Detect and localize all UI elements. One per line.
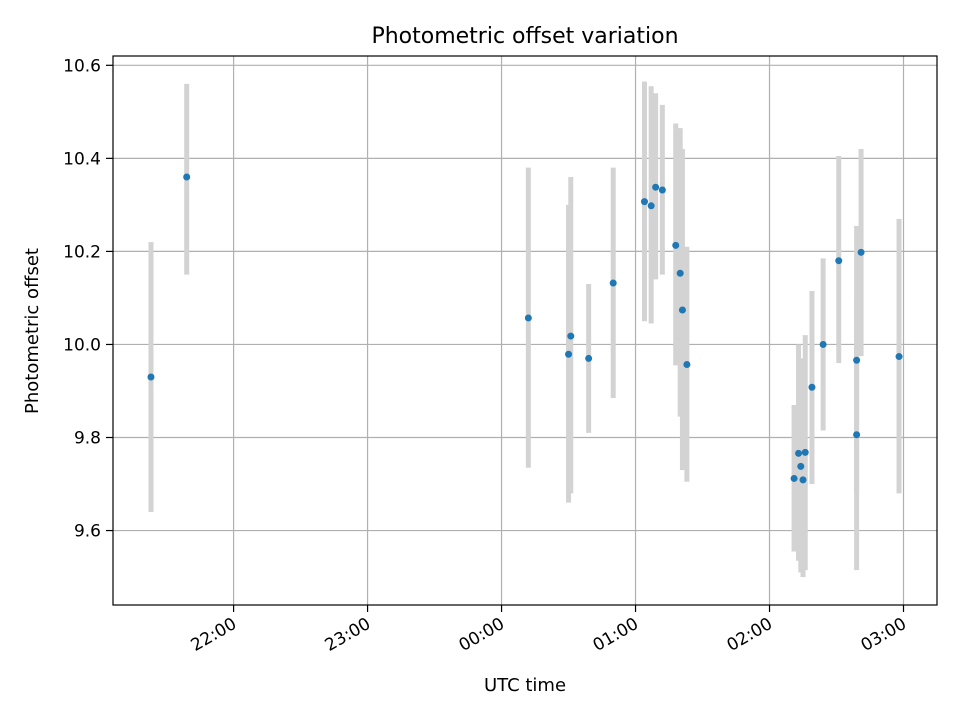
data-point <box>585 354 593 362</box>
data-point <box>565 350 573 358</box>
data-points <box>147 173 903 484</box>
data-point <box>147 373 155 381</box>
data-point <box>853 431 861 439</box>
data-point <box>640 198 648 206</box>
data-point <box>857 248 865 256</box>
data-point <box>853 356 861 364</box>
y-tick-label: 10.0 <box>63 335 101 355</box>
data-point <box>801 448 809 456</box>
y-tick-label: 9.8 <box>74 429 101 449</box>
x-axis-label: UTC time <box>484 675 566 696</box>
data-point <box>524 314 532 322</box>
data-point <box>683 360 691 368</box>
data-point <box>672 241 680 249</box>
data-point <box>797 462 805 470</box>
data-point <box>183 173 191 181</box>
data-point <box>647 202 655 210</box>
plot-frame <box>112 55 938 606</box>
y-tick-label: 10.6 <box>63 56 101 76</box>
chart-title: Photometric offset variation <box>371 24 678 49</box>
data-point <box>652 183 660 191</box>
data-point <box>895 353 903 361</box>
y-tick-label: 10.4 <box>63 149 101 169</box>
data-point <box>658 186 666 194</box>
data-point <box>819 340 827 348</box>
data-point <box>567 332 575 340</box>
data-point <box>799 476 807 484</box>
data-point <box>790 474 798 482</box>
data-point <box>808 383 816 391</box>
data-point <box>678 306 686 314</box>
data-point <box>676 269 684 277</box>
data-point <box>795 449 803 457</box>
y-axis-ticks: 9.6 9.8 10.0 10.2 10.4 10.6 <box>63 56 113 542</box>
y-tick-label: 10.2 <box>63 242 101 262</box>
data-point <box>835 257 843 265</box>
y-tick-label: 9.6 <box>74 522 101 542</box>
data-point <box>609 279 617 287</box>
y-axis-label: Photometric offset <box>22 248 43 414</box>
